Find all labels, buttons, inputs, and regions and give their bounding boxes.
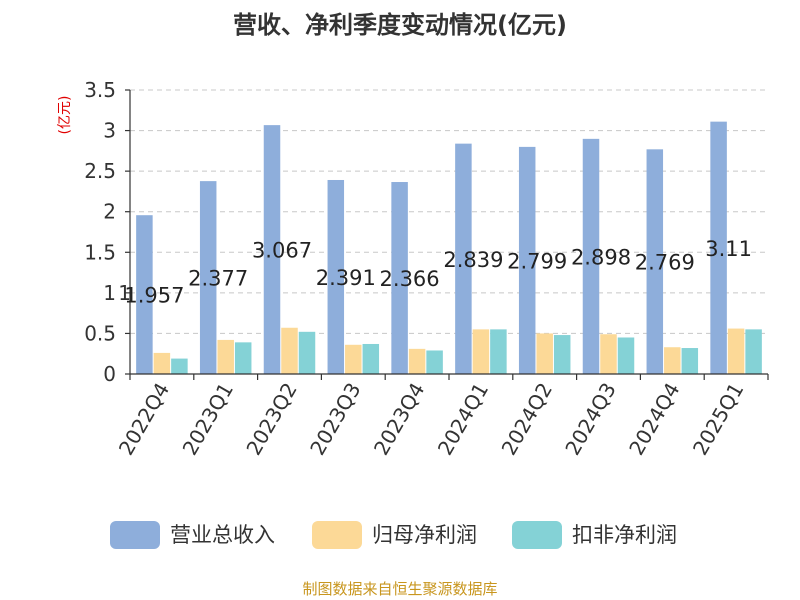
legend-label: 归母净利润 — [372, 523, 477, 547]
bar-revenue — [391, 182, 408, 374]
bar-revenue — [518, 146, 536, 374]
y-tick-label: 2 — [103, 200, 116, 224]
x-tick-label: 2023Q4 — [369, 379, 429, 460]
bar-revenue — [646, 149, 664, 374]
data-label-revenue: 1.957 — [124, 284, 184, 308]
bars-group — [136, 121, 762, 375]
data-label-revenue: 3.067 — [252, 239, 312, 263]
x-tick-label: 2025Q1 — [688, 379, 748, 460]
x-tick-labels: 2022Q4 2023Q1 2023Q2 2023Q3 2023Q4 2024Q1 2024… — [114, 379, 749, 460]
source-note: 制图数据来自恒生聚源数据库 — [302, 580, 497, 598]
bar-revenue — [199, 181, 217, 374]
bar-revenue — [263, 125, 281, 374]
x-tick-label: 2023Q3 — [305, 379, 365, 460]
bar-revenue — [710, 121, 727, 375]
chart-title: 营收、净利季度变动情况(亿元) — [233, 11, 567, 39]
legend-swatch — [312, 521, 362, 549]
bar-net-profit — [153, 352, 171, 374]
bar-deducted-net-profit — [681, 348, 699, 374]
x-tick-label: 2024Q1 — [433, 379, 493, 460]
bar-deducted-net-profit — [426, 350, 443, 374]
bar-deducted-net-profit — [745, 329, 762, 374]
legend-swatch — [110, 521, 160, 549]
data-label-revenue: 2.377 — [188, 267, 248, 291]
bar-net-profit — [345, 344, 362, 374]
bar-deducted-net-profit — [553, 335, 571, 374]
y-tick-label: 3.5 — [84, 78, 116, 102]
x-tick-label: 2022Q4 — [114, 379, 174, 460]
data-label-revenue: 2.839 — [443, 248, 503, 272]
x-tick-label: 2023Q2 — [241, 379, 301, 460]
grid-lines — [130, 89, 768, 334]
bar-net-profit — [217, 339, 234, 374]
data-label-revenue: 2.898 — [571, 245, 631, 269]
bar-revenue — [136, 215, 153, 374]
bar-revenue — [582, 138, 600, 374]
bar-deducted-net-profit — [234, 342, 252, 374]
y-tick-label: 0 — [103, 362, 116, 386]
bar-net-profit — [536, 333, 553, 374]
data-label-revenue: 2.799 — [507, 249, 567, 273]
stray-axis-text: 1 — [118, 281, 131, 305]
bar-net-profit — [281, 327, 298, 374]
data-label-revenue: 2.366 — [380, 267, 440, 291]
bar-net-profit — [600, 334, 617, 374]
bar-net-profit — [727, 328, 745, 374]
bar-revenue — [327, 179, 345, 374]
y-tick-label: 2.5 — [84, 159, 116, 183]
bar-net-profit — [472, 329, 490, 374]
bar-deducted-net-profit — [298, 331, 316, 374]
data-label-revenue: 2.391 — [316, 266, 376, 290]
x-tick-label: 2024Q2 — [497, 379, 557, 460]
bar-net-profit — [408, 348, 426, 374]
bar-deducted-net-profit — [490, 329, 507, 374]
data-label-revenue: 3.11 — [705, 237, 752, 261]
bar-deducted-net-profit — [171, 358, 188, 374]
legend: 营业总收入 归母净利润 扣非净利润 — [110, 521, 677, 549]
y-tick-label: 1 — [103, 281, 116, 305]
y-tick-label: 0.5 — [84, 321, 116, 345]
legend-label: 营业总收入 — [170, 523, 275, 547]
x-tick-label: 2024Q4 — [624, 379, 684, 460]
bar-net-profit — [664, 347, 681, 374]
bar-deducted-net-profit — [617, 337, 635, 374]
legend-swatch — [512, 521, 562, 549]
axes — [125, 89, 769, 380]
bar-revenue — [455, 143, 472, 374]
legend-label: 扣非净利润 — [572, 523, 677, 547]
y-tick-label: 3 — [103, 119, 116, 143]
y-axis-label: (亿元) — [57, 96, 73, 135]
bar-deducted-net-profit — [362, 343, 380, 374]
y-tick-labels: 00.511.522.533.51 — [84, 78, 131, 386]
y-tick-label: 1.5 — [84, 240, 116, 264]
x-tick-label: 2024Q3 — [560, 379, 620, 460]
x-tick-label: 2023Q1 — [178, 379, 238, 460]
data-label-revenue: 2.769 — [635, 251, 695, 275]
